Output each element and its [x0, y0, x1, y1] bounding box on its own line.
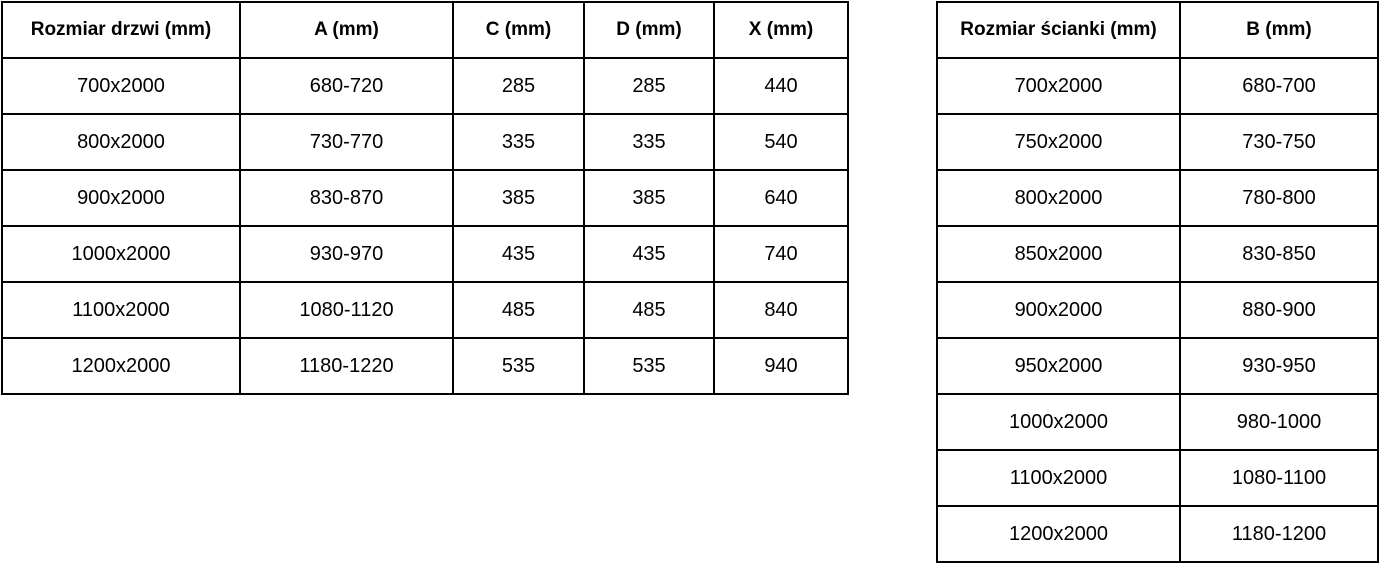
table-header-row: Rozmiar drzwi (mm) A (mm) C (mm) D (mm) …: [1, 1, 849, 59]
table-row: 950x2000 930-950: [936, 337, 1379, 395]
cell-door-size: 700x2000: [1, 57, 241, 115]
cell-door-size: 800x2000: [1, 113, 241, 171]
cell-a: 730-770: [239, 113, 454, 171]
door-size-table: Rozmiar drzwi (mm) A (mm) C (mm) D (mm) …: [1, 1, 849, 395]
cell-wall-size: 800x2000: [936, 169, 1181, 227]
cell-x: 540: [713, 113, 849, 171]
table-row: 800x2000 730-770 335 335 540: [1, 113, 849, 171]
table-row: 700x2000 680-700: [936, 57, 1379, 115]
cell-a: 1180-1220: [239, 337, 454, 395]
cell-door-size: 900x2000: [1, 169, 241, 227]
cell-c: 285: [452, 57, 585, 115]
cell-b: 780-800: [1179, 169, 1379, 227]
cell-c: 435: [452, 225, 585, 283]
cell-door-size: 1100x2000: [1, 281, 241, 339]
table-header-row: Rozmiar ścianki (mm) B (mm): [936, 1, 1379, 59]
column-header-d: D (mm): [583, 1, 715, 59]
cell-b: 980-1000: [1179, 393, 1379, 451]
cell-x: 640: [713, 169, 849, 227]
wall-size-table-head: Rozmiar ścianki (mm) B (mm): [936, 1, 1379, 59]
cell-wall-size: 850x2000: [936, 225, 1181, 283]
column-header-c: C (mm): [452, 1, 585, 59]
cell-wall-size: 1000x2000: [936, 393, 1181, 451]
table-row: 1000x2000 980-1000: [936, 393, 1379, 451]
wall-size-table: Rozmiar ścianki (mm) B (mm) 700x2000 680…: [936, 1, 1379, 563]
table-row: 900x2000 880-900: [936, 281, 1379, 339]
cell-c: 385: [452, 169, 585, 227]
cell-b: 730-750: [1179, 113, 1379, 171]
cell-d: 485: [583, 281, 715, 339]
table-row: 900x2000 830-870 385 385 640: [1, 169, 849, 227]
table-row: 1000x2000 930-970 435 435 740: [1, 225, 849, 283]
cell-b: 1180-1200: [1179, 505, 1379, 563]
table-row: 1200x2000 1180-1200: [936, 505, 1379, 563]
cell-d: 435: [583, 225, 715, 283]
cell-b: 880-900: [1179, 281, 1379, 339]
cell-wall-size: 750x2000: [936, 113, 1181, 171]
cell-a: 830-870: [239, 169, 454, 227]
table-row: 1100x2000 1080-1120 485 485 840: [1, 281, 849, 339]
cell-x: 740: [713, 225, 849, 283]
cell-c: 335: [452, 113, 585, 171]
cell-x: 840: [713, 281, 849, 339]
door-size-table-head: Rozmiar drzwi (mm) A (mm) C (mm) D (mm) …: [1, 1, 849, 59]
cell-wall-size: 1200x2000: [936, 505, 1181, 563]
cell-d: 385: [583, 169, 715, 227]
cell-x: 440: [713, 57, 849, 115]
cell-d: 285: [583, 57, 715, 115]
wall-size-table-body: 700x2000 680-700 750x2000 730-750 800x20…: [936, 57, 1379, 563]
cell-b: 930-950: [1179, 337, 1379, 395]
cell-wall-size: 1100x2000: [936, 449, 1181, 507]
cell-wall-size: 950x2000: [936, 337, 1181, 395]
table-row: 1100x2000 1080-1100: [936, 449, 1379, 507]
table-row: 1200x2000 1180-1220 535 535 940: [1, 337, 849, 395]
cell-a: 930-970: [239, 225, 454, 283]
cell-c: 485: [452, 281, 585, 339]
door-size-table-body: 700x2000 680-720 285 285 440 800x2000 73…: [1, 57, 849, 395]
cell-d: 335: [583, 113, 715, 171]
table-row: 750x2000 730-750: [936, 113, 1379, 171]
table-row: 700x2000 680-720 285 285 440: [1, 57, 849, 115]
column-header-b: B (mm): [1179, 1, 1379, 59]
cell-wall-size: 700x2000: [936, 57, 1181, 115]
cell-b: 1080-1100: [1179, 449, 1379, 507]
cell-door-size: 1200x2000: [1, 337, 241, 395]
column-header-x: X (mm): [713, 1, 849, 59]
cell-a: 1080-1120: [239, 281, 454, 339]
cell-d: 535: [583, 337, 715, 395]
cell-c: 535: [452, 337, 585, 395]
cell-wall-size: 900x2000: [936, 281, 1181, 339]
cell-door-size: 1000x2000: [1, 225, 241, 283]
column-header-a: A (mm): [239, 1, 454, 59]
cell-x: 940: [713, 337, 849, 395]
cell-a: 680-720: [239, 57, 454, 115]
column-header-door-size: Rozmiar drzwi (mm): [1, 1, 241, 59]
cell-b: 830-850: [1179, 225, 1379, 283]
cell-b: 680-700: [1179, 57, 1379, 115]
column-header-wall-size: Rozmiar ścianki (mm): [936, 1, 1181, 59]
table-row: 850x2000 830-850: [936, 225, 1379, 283]
table-row: 800x2000 780-800: [936, 169, 1379, 227]
